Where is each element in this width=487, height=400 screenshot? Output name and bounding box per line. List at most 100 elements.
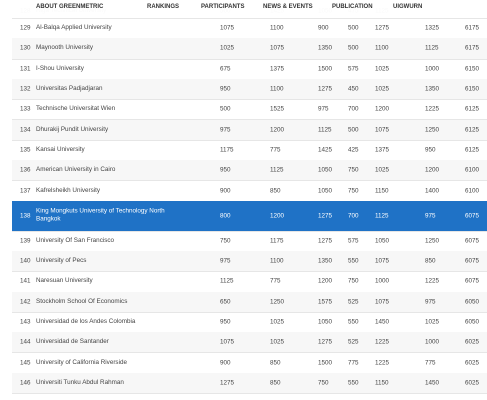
rank: 140: [20, 257, 31, 265]
score: 6050: [465, 318, 480, 326]
score: 1225: [375, 359, 390, 367]
score: 1125: [375, 212, 389, 220]
score: 1450: [425, 379, 440, 387]
score: 1275: [318, 338, 333, 346]
nav-link[interactable]: UIGWURN: [393, 4, 423, 10]
score: 1225: [425, 277, 440, 285]
score: 1100: [270, 24, 284, 32]
university-name[interactable]: Stockholm School Of Economics: [36, 297, 128, 305]
score: 6075: [465, 277, 480, 285]
score: 6100: [465, 187, 480, 195]
university-name[interactable]: University of Pecs: [36, 256, 87, 264]
score: 525: [348, 338, 359, 346]
score: 975: [220, 257, 231, 265]
score: 575: [348, 237, 359, 245]
score: 6125: [465, 105, 480, 113]
score: 750: [348, 277, 359, 285]
rank: 131: [20, 65, 31, 73]
score: 950: [220, 318, 231, 326]
score: 1125: [318, 126, 332, 134]
score: 1075: [220, 24, 235, 32]
university-name[interactable]: Maynooth University: [36, 44, 94, 52]
nav-bar: ABOUT GREENMETRIC RANKINGS PARTICIPANTS NEW…: [0, 0, 487, 14]
score: 500: [348, 44, 359, 52]
table-row: 135 Kansai University 1175 775 1425 425 1375 95…: [12, 140, 487, 162]
nav-link[interactable]: NEWS & EVENTS: [263, 4, 313, 10]
university-name[interactable]: Kafrelsheikh University: [36, 186, 101, 194]
score: 1075: [375, 126, 390, 134]
score: 775: [348, 359, 359, 367]
nav-link[interactable]: PUBLICATION: [332, 4, 373, 10]
score: 1275: [318, 85, 333, 93]
score: 1200: [318, 277, 333, 285]
score: 1075: [375, 298, 390, 306]
score: 1525: [270, 105, 285, 113]
rank: 135: [20, 146, 31, 154]
university-name[interactable]: Dhurakij Pundit University: [36, 125, 109, 133]
table-row: 138 King Mongkuts University of Technolog…: [12, 200, 487, 232]
university-name[interactable]: Universidad de Santander: [36, 338, 109, 346]
score: 525: [348, 298, 359, 306]
score: 1125: [220, 277, 234, 285]
score: 750: [318, 379, 329, 387]
score: 1400: [425, 187, 440, 195]
score: 1000: [425, 338, 440, 346]
university-name[interactable]: Universiti Tunku Abdul Rahman: [36, 378, 124, 386]
nav-link[interactable]: RANKINGS: [147, 4, 180, 10]
score: 1250: [425, 126, 440, 134]
score: 1175: [270, 237, 284, 245]
university-name[interactable]: American University in Cairo: [36, 165, 116, 173]
score: 550: [348, 379, 359, 387]
score: 500: [348, 24, 359, 32]
score: 1325: [425, 24, 440, 32]
score: 1025: [425, 318, 440, 326]
table-row: 133 Technische Universitat Wien 500 1525 975…: [12, 99, 487, 121]
table-row: 136 American University in Cairo 950 1125 10…: [12, 160, 487, 182]
score: 900: [318, 24, 329, 32]
score: 1025: [270, 338, 285, 346]
university-name[interactable]: Universidad de los Andes Colombia: [36, 317, 136, 325]
rank: 129: [20, 24, 31, 32]
table-row: 142 Stockholm School Of Economics 650 1250 1…: [12, 291, 487, 313]
score: 900: [220, 359, 231, 367]
score: 1375: [270, 65, 285, 73]
score: 1200: [270, 126, 285, 134]
score: 750: [348, 187, 359, 195]
score: 6025: [465, 359, 480, 367]
score: 1125: [270, 166, 284, 174]
university-name[interactable]: Kansai University: [36, 145, 85, 153]
score: 750: [348, 166, 359, 174]
university-name[interactable]: Technische Universitat Wien: [36, 105, 116, 113]
rank: 132: [20, 85, 31, 93]
table-row: 134 Dhurakij Pundit University 975 1200 1125…: [12, 119, 487, 141]
score: 6150: [465, 85, 480, 93]
university-name[interactable]: King Mongkuts University of Technology N…: [36, 207, 165, 223]
score: 950: [425, 146, 436, 154]
score: 1075: [375, 257, 390, 265]
university-name[interactable]: Universitas Padjadjaran: [36, 84, 103, 92]
score: 850: [425, 257, 436, 265]
score: 1000: [425, 65, 440, 73]
score: 6050: [465, 298, 480, 306]
rank: 130: [20, 44, 31, 52]
score: 1275: [318, 237, 333, 245]
nav-link[interactable]: PARTICIPANTS: [201, 4, 245, 10]
score: 675: [220, 65, 231, 73]
nav-link[interactable]: ABOUT GREENMETRIC: [36, 4, 104, 10]
university-name[interactable]: I-Shou University: [36, 64, 84, 72]
university-name[interactable]: Al-Balqa Applied University: [36, 23, 112, 31]
university-name[interactable]: Naresuan University: [36, 277, 93, 285]
score: 1225: [425, 105, 440, 113]
score: 950: [220, 166, 231, 174]
score: 975: [425, 298, 436, 306]
university-name[interactable]: University of California Riverside: [36, 358, 127, 366]
score: 1275: [375, 24, 390, 32]
score: 1225: [375, 338, 390, 346]
rank: 136: [20, 166, 31, 174]
rank: 138: [20, 212, 31, 220]
rank: 144: [20, 338, 31, 346]
table-row: 145 University of California Riverside 900…: [12, 353, 487, 374]
score: 700: [348, 212, 359, 220]
university-name[interactable]: University Of San Francisco: [36, 236, 115, 244]
score: 1025: [220, 44, 235, 52]
